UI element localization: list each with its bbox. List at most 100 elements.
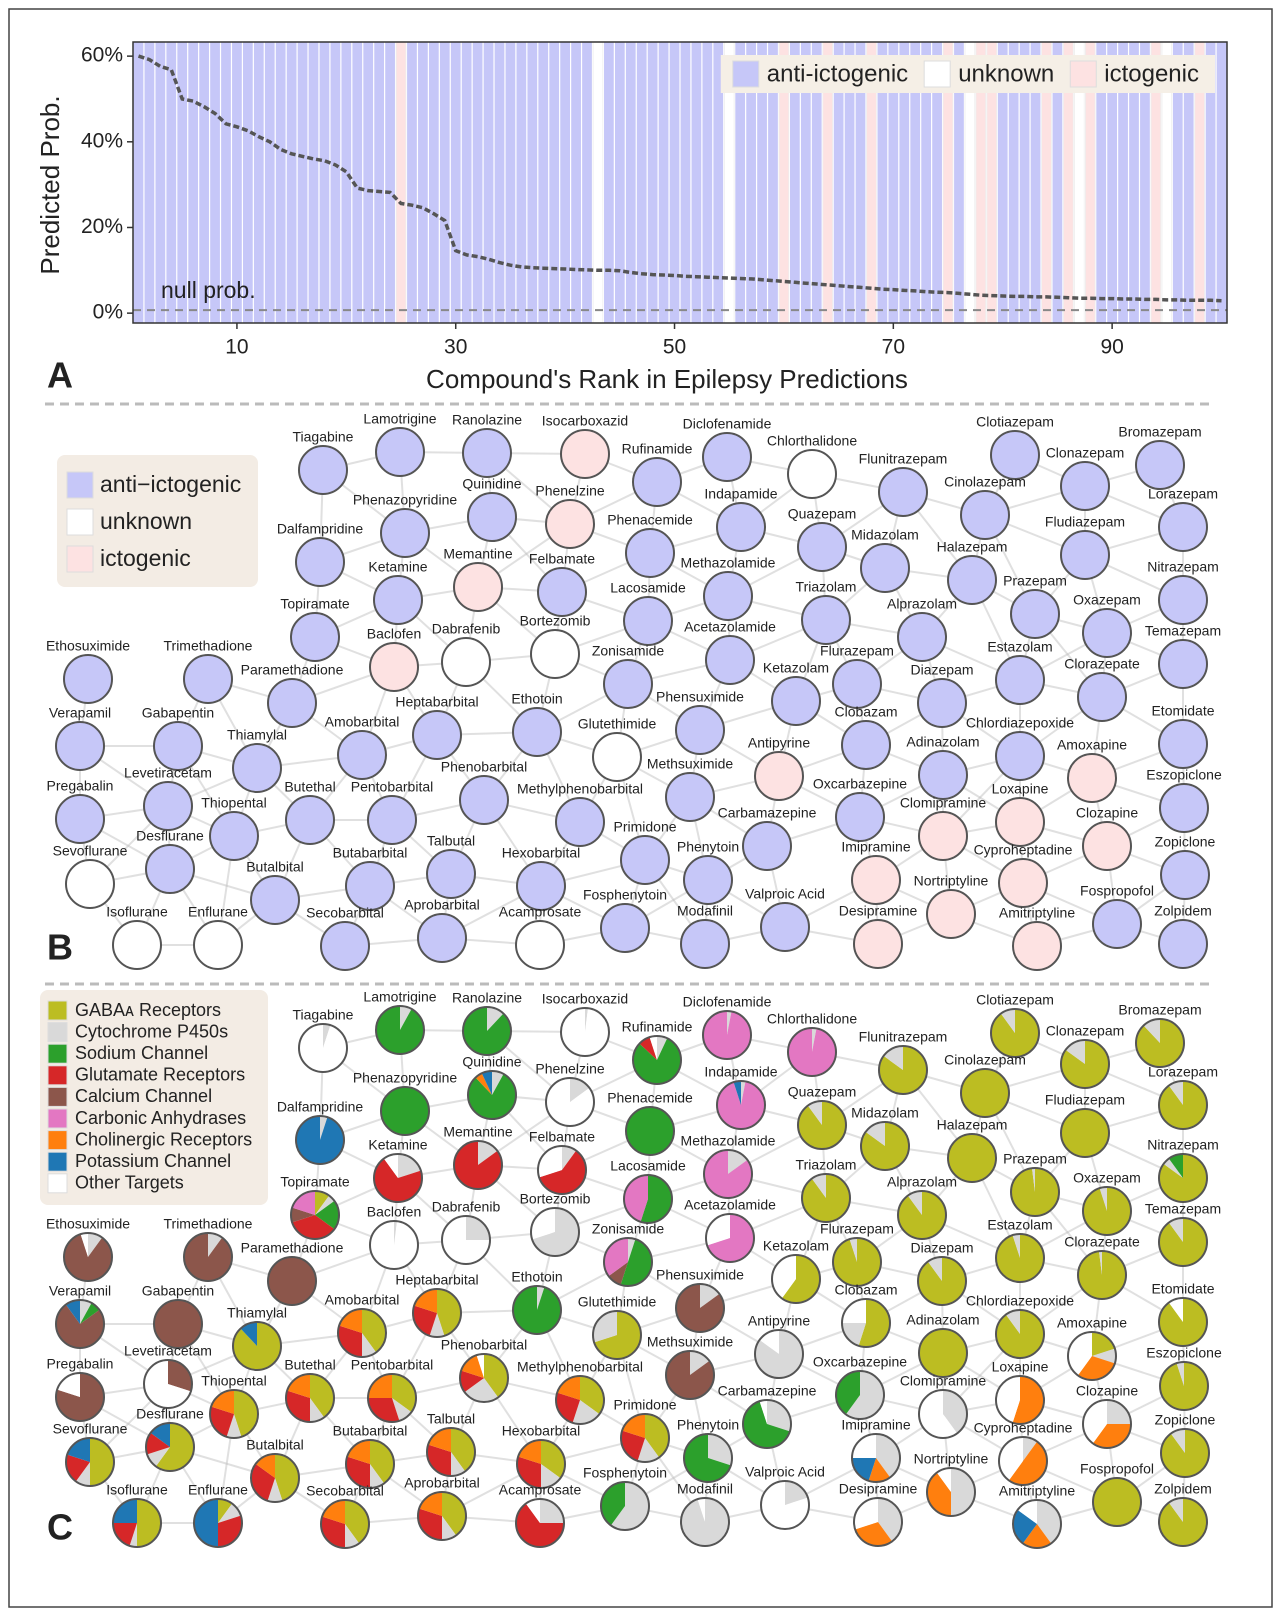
pie-slice bbox=[622, 1413, 645, 1438]
class-bar bbox=[833, 42, 844, 323]
node-label: Quinidine bbox=[462, 476, 521, 492]
node-label: Phenelzine bbox=[535, 483, 604, 499]
pie-slice bbox=[113, 1499, 137, 1523]
pie-outline bbox=[298, 1023, 348, 1073]
legend-swatch bbox=[47, 1043, 68, 1064]
pie-slice bbox=[562, 1146, 577, 1170]
pie-outline bbox=[209, 1389, 259, 1439]
node-label: Desflurane bbox=[136, 1406, 204, 1422]
pie-slice bbox=[620, 1239, 652, 1286]
class-bar bbox=[352, 42, 363, 323]
class-bar bbox=[888, 42, 899, 323]
node-label: Indapamide bbox=[704, 486, 777, 502]
node bbox=[918, 811, 968, 861]
pie-outline bbox=[512, 1285, 562, 1335]
node-label: Cinolazepam bbox=[944, 474, 1026, 490]
pie-slice bbox=[812, 1028, 817, 1052]
node-label: Glutethimide bbox=[578, 1294, 657, 1310]
pie-outline bbox=[373, 1153, 423, 1203]
node bbox=[703, 571, 753, 621]
node-label: Valproic Acid bbox=[745, 1464, 825, 1480]
panel-label: C bbox=[47, 1507, 73, 1548]
legend-label: Potassium Channel bbox=[75, 1151, 231, 1171]
node-label: Chlorthalidone bbox=[767, 433, 857, 449]
node-label: Zonisamide bbox=[592, 1221, 665, 1237]
node-label: Loxapine bbox=[992, 781, 1049, 797]
node-label: Clotiazepam bbox=[976, 992, 1054, 1008]
node-label: Tiagabine bbox=[293, 429, 354, 445]
pie-outline bbox=[555, 1375, 605, 1425]
pie-slice bbox=[310, 1374, 335, 1418]
node-label: Lacosamide bbox=[610, 580, 686, 596]
pie-slice bbox=[878, 1046, 927, 1095]
node bbox=[878, 467, 928, 517]
node bbox=[995, 655, 1045, 705]
pie-slice bbox=[155, 1423, 194, 1472]
node bbox=[462, 428, 512, 478]
pie-outline bbox=[515, 1498, 565, 1548]
class-bar bbox=[472, 42, 483, 323]
pie-slice bbox=[557, 1375, 580, 1400]
node-label: Clorazepate bbox=[1064, 1234, 1140, 1250]
node-label: Fosphenytoin bbox=[583, 1465, 667, 1481]
pie-slice bbox=[951, 1468, 975, 1516]
node bbox=[592, 732, 642, 782]
class-bar bbox=[1096, 42, 1107, 323]
node-label: Ketamine bbox=[368, 1137, 427, 1153]
pie-outline bbox=[851, 1433, 901, 1483]
x-tick-label: 70 bbox=[882, 336, 905, 359]
pie-slice bbox=[154, 1300, 202, 1348]
node bbox=[995, 797, 1045, 847]
legend-label: Carbonic Anhydrases bbox=[75, 1108, 246, 1128]
node-label: Primidone bbox=[613, 819, 676, 835]
node bbox=[290, 612, 340, 662]
pie-slice bbox=[292, 1215, 335, 1240]
node-label: Clozapine bbox=[1076, 805, 1138, 821]
pie-slice bbox=[1012, 1509, 1037, 1544]
node-label: Clonazepam bbox=[1046, 1023, 1125, 1039]
node bbox=[1077, 672, 1127, 722]
node bbox=[665, 772, 715, 822]
legend-swatch bbox=[47, 1065, 68, 1086]
node-label: Gabapentin bbox=[142, 705, 214, 721]
pie-outline bbox=[232, 1321, 282, 1371]
pie-slice bbox=[315, 1200, 340, 1230]
pie-outline bbox=[467, 1070, 517, 1120]
node-label: Flurazepam bbox=[820, 1221, 894, 1237]
pie-outline bbox=[1010, 1167, 1060, 1217]
node-label: Enflurane bbox=[188, 1482, 248, 1498]
node-label: Quazepam bbox=[788, 1084, 856, 1100]
pie-outline bbox=[1158, 1297, 1208, 1347]
class-bar bbox=[746, 42, 756, 323]
plot-border bbox=[132, 41, 1228, 324]
node-label: Acetazolamide bbox=[684, 1197, 776, 1213]
node-label: Carbamazepine bbox=[718, 1383, 817, 1399]
pie-slice bbox=[345, 1500, 370, 1544]
pie-slice bbox=[852, 1434, 876, 1458]
y-tick-label: 0% bbox=[93, 301, 123, 324]
pie-outline bbox=[145, 1422, 195, 1472]
legend-swatch bbox=[923, 60, 951, 88]
node bbox=[853, 919, 903, 969]
pie-outline bbox=[441, 1215, 491, 1265]
node-label: Clozapine bbox=[1076, 1383, 1138, 1399]
node-label: Cyproheptadine bbox=[974, 842, 1073, 858]
class-bar bbox=[702, 42, 713, 323]
node-label: Carbamazepine bbox=[718, 805, 817, 821]
pie-slice bbox=[218, 1515, 243, 1547]
pie-slice bbox=[919, 1390, 958, 1438]
node-label: Phenacemide bbox=[607, 1090, 693, 1106]
pie-slice bbox=[608, 1262, 628, 1285]
node-label: Dalfampridine bbox=[277, 521, 364, 537]
pie-outline bbox=[754, 1329, 804, 1379]
pie-outline bbox=[462, 1006, 512, 1056]
null-label: null prob. bbox=[161, 277, 256, 303]
pie-slice bbox=[858, 1299, 890, 1347]
node bbox=[926, 889, 976, 939]
pie-slice bbox=[1067, 1332, 1092, 1376]
pie-slice bbox=[451, 1452, 466, 1476]
class-bar bbox=[1118, 42, 1128, 323]
legend-swatch bbox=[47, 1151, 68, 1172]
legend-swatch bbox=[47, 1000, 68, 1021]
